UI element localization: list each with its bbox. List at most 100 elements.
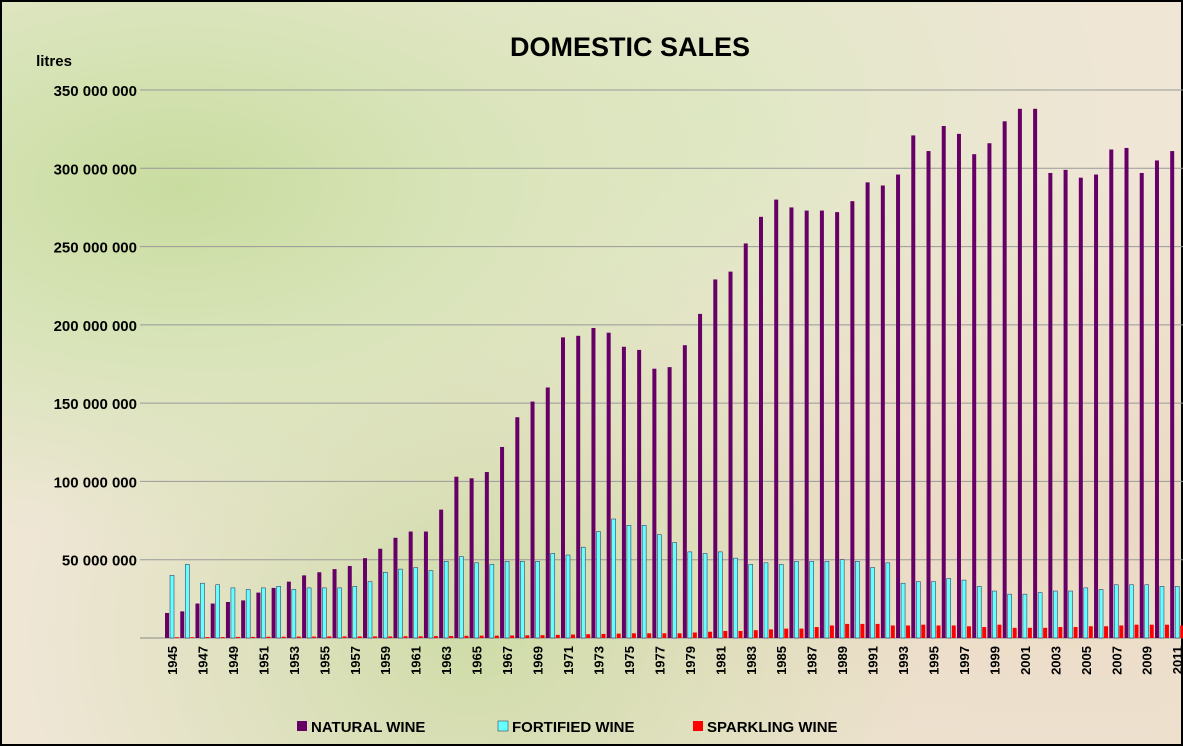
bar xyxy=(1038,593,1042,638)
bar xyxy=(820,211,824,638)
bar xyxy=(368,582,372,638)
bar xyxy=(409,532,413,638)
bar xyxy=(383,572,387,638)
x-tick-label: 1979 xyxy=(683,646,698,675)
bar xyxy=(195,604,199,638)
bar xyxy=(835,212,839,638)
bar xyxy=(617,634,621,638)
bar xyxy=(1165,625,1169,638)
bar xyxy=(226,602,230,638)
x-tick-label: 1993 xyxy=(896,646,911,675)
bar xyxy=(1094,175,1098,638)
bar xyxy=(531,402,535,638)
bar xyxy=(520,561,524,638)
bar xyxy=(317,572,321,638)
bar xyxy=(180,611,184,638)
x-tick-label: 1977 xyxy=(652,646,667,675)
bar xyxy=(1023,594,1027,638)
x-tick-label: 2001 xyxy=(1018,646,1033,675)
bar xyxy=(343,636,347,638)
bar xyxy=(937,625,941,638)
bar xyxy=(165,613,169,638)
legend-label: FORTIFIED WINE xyxy=(512,719,635,736)
bar xyxy=(490,564,494,638)
bar xyxy=(911,135,915,638)
bar xyxy=(729,272,733,638)
bar xyxy=(881,186,885,638)
y-tick-label: 200 000 000 xyxy=(54,318,137,335)
bar xyxy=(972,154,976,638)
bar xyxy=(241,600,245,638)
bar xyxy=(1135,625,1139,638)
bar xyxy=(216,585,220,638)
bar xyxy=(901,583,905,638)
y-tick-label: 250 000 000 xyxy=(54,240,137,257)
bar xyxy=(637,350,641,638)
bar xyxy=(500,447,504,638)
x-tick-label: 1959 xyxy=(378,646,393,675)
bar xyxy=(906,625,910,638)
bar xyxy=(708,632,712,638)
bar xyxy=(607,333,611,638)
bar xyxy=(754,630,758,638)
bar xyxy=(246,589,250,638)
bar xyxy=(439,510,443,638)
bar xyxy=(1150,625,1154,638)
bar xyxy=(505,561,509,638)
y-axis-label: litres xyxy=(36,53,72,70)
bar xyxy=(967,626,971,638)
bar xyxy=(764,563,768,638)
bar xyxy=(546,387,550,638)
x-tick-label: 1995 xyxy=(927,646,942,675)
bar xyxy=(647,633,651,638)
bar xyxy=(586,634,590,638)
bar xyxy=(1160,586,1164,638)
x-tick-label: 1949 xyxy=(226,646,241,675)
bar xyxy=(449,636,453,638)
bar xyxy=(825,561,829,638)
bar xyxy=(515,417,519,638)
bar xyxy=(312,637,316,638)
bar xyxy=(891,625,895,638)
bar xyxy=(571,635,575,638)
bar xyxy=(1175,586,1179,638)
x-tick-label: 2005 xyxy=(1079,646,1094,675)
bar xyxy=(1170,151,1174,638)
bar xyxy=(1104,626,1108,638)
bar xyxy=(1018,109,1022,638)
x-tick-label: 1967 xyxy=(500,646,515,675)
bar xyxy=(799,629,803,638)
bar xyxy=(932,582,936,638)
bar xyxy=(693,633,697,638)
bar xyxy=(876,624,880,638)
bar xyxy=(779,564,783,638)
x-tick-label: 1965 xyxy=(470,646,485,675)
bar xyxy=(1084,588,1088,638)
bar xyxy=(1099,589,1103,638)
bar xyxy=(916,582,920,638)
bar xyxy=(576,336,580,638)
bar xyxy=(805,211,809,638)
bar xyxy=(860,624,864,638)
bar xyxy=(1140,173,1144,638)
bar xyxy=(200,583,204,638)
legend-label: NATURAL WINE xyxy=(311,719,425,736)
bar xyxy=(1048,173,1052,638)
bar xyxy=(322,588,326,638)
bar xyxy=(718,552,722,638)
bar xyxy=(992,591,996,638)
bar xyxy=(830,625,834,638)
legend-label: SPARKLING WINE xyxy=(707,719,838,736)
bar xyxy=(434,636,438,638)
bar xyxy=(175,637,179,638)
bar xyxy=(596,532,600,638)
x-tick-label: 1951 xyxy=(256,646,271,675)
bar xyxy=(556,635,560,638)
y-tick-label: 100 000 000 xyxy=(54,474,137,491)
y-tick-label: 300 000 000 xyxy=(54,161,137,178)
bar xyxy=(1074,627,1078,638)
bar xyxy=(845,624,849,638)
bar xyxy=(739,631,743,638)
bar xyxy=(698,314,702,638)
bar xyxy=(266,637,270,638)
